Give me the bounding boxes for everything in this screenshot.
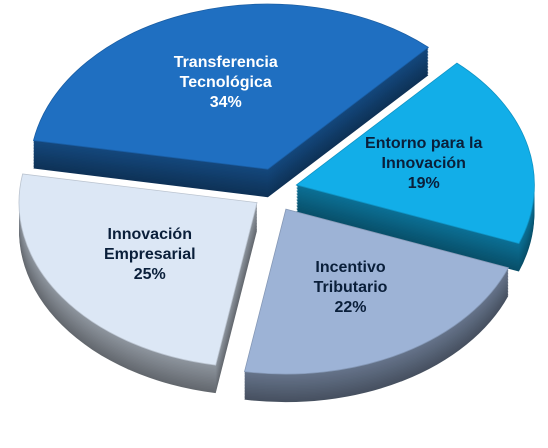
slice [32, 3, 430, 170]
slice-label: Transferencia Tecnológica 34% [151, 53, 301, 113]
category-label: Innovación Empresarial [103, 225, 196, 263]
category-label: Entorno para la Innovación [365, 134, 483, 172]
slice [18, 173, 258, 366]
slice [295, 62, 535, 244]
category-label: Incentivo Tributario [313, 259, 388, 297]
value-label: 25% [133, 265, 166, 283]
value-label: 19% [407, 174, 440, 192]
slice-label: Entorno para la Innovación 19% [349, 134, 499, 194]
category-label: Transferencia Tecnológica [173, 54, 278, 92]
slice [244, 208, 509, 375]
slice-label: Incentivo Tributario 22% [276, 258, 426, 318]
value-label: 22% [334, 299, 367, 317]
slice-label: Innovación Empresarial 25% [75, 225, 225, 285]
value-label: 34% [209, 94, 242, 112]
